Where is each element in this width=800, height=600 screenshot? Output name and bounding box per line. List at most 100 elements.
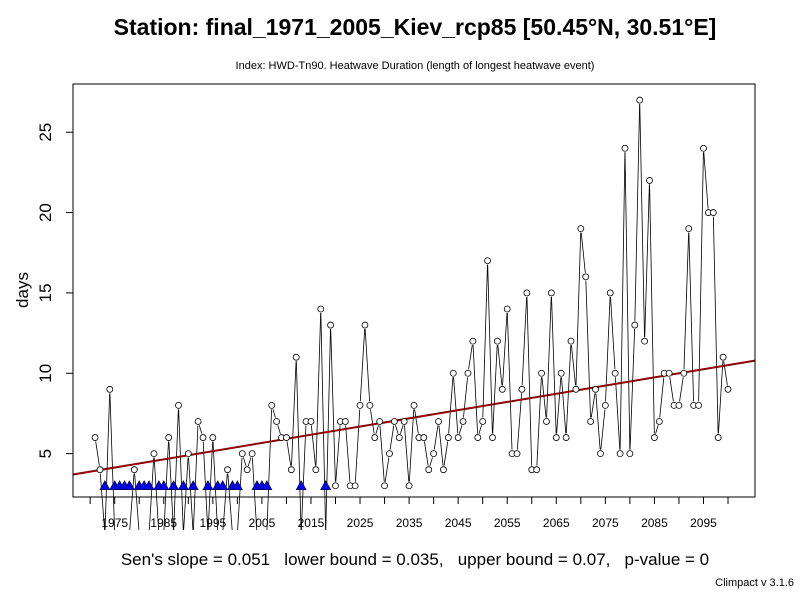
series-segment [482,264,488,418]
series-segment [634,104,641,322]
zero-value-marker [320,480,332,491]
data-point [464,369,472,377]
series-segment [516,393,523,450]
data-point [675,402,683,409]
series-segment [698,152,704,402]
data-point [268,402,276,409]
zero-value-marker [177,480,189,491]
series-segment [370,409,375,434]
series-segment [310,425,316,466]
data-point [626,450,634,458]
series-segment [173,409,179,530]
data-point [332,482,339,490]
y-tick-label: 5 [36,449,55,458]
series-segment [659,377,665,418]
series-segment [408,409,415,482]
series-segment [536,377,542,466]
data-point [106,385,114,393]
data-point [273,418,281,425]
series-segment [615,377,621,450]
series-segment [561,377,567,434]
series-segment [683,232,690,370]
series-segment [192,425,199,530]
series-segment [300,425,307,530]
data-point [719,353,727,361]
series-segment [99,473,105,531]
series-segment [188,457,194,530]
series-segment [134,473,140,531]
series-segment [291,361,297,466]
data-point [91,434,99,441]
data-point [572,385,580,393]
data-point [209,434,217,441]
data-point [665,369,673,377]
data-point [312,466,320,474]
x-tick-label: 2095 [690,516,717,530]
data-point [243,466,251,474]
data-point [317,305,325,313]
data-point [351,482,359,490]
data-point [440,466,447,474]
data-point [503,305,511,313]
zero-value-marker [187,480,199,491]
data-point [651,434,658,441]
series-segment [551,296,557,434]
data-point [597,450,604,458]
data-point [341,418,349,425]
data-point [562,434,570,441]
data-point [371,434,379,441]
series-segment [227,473,233,531]
series-segment [375,425,379,434]
series-segment [95,441,100,466]
data-point [557,369,565,377]
zero-value-marker [168,480,180,491]
series-segment [541,377,547,418]
series-segment [571,345,576,386]
data-point [695,402,702,409]
x-tick-label: 2005 [249,516,276,530]
data-point [543,418,550,425]
data-point [489,434,496,441]
series-segment [395,425,399,434]
data-point [582,273,590,281]
series-segment [424,441,429,466]
series-segment [183,457,189,530]
series-segment [433,425,439,450]
series-segment [178,409,184,530]
x-tick-label: 2015 [298,516,325,530]
series-segment [286,441,292,466]
series-segment [478,425,482,434]
series-segment [384,457,390,482]
data-point [513,450,521,458]
data-point [400,418,408,425]
series-segment [345,425,351,482]
series-segment [272,409,276,418]
series-segment [703,152,709,209]
series-segment [404,425,410,482]
data-point [469,337,477,345]
series-segment [610,296,616,370]
data-point [636,96,644,104]
series-segment [546,296,552,418]
x-tick-label: 2055 [494,516,521,530]
data-point [248,450,256,458]
series-segment [335,425,341,482]
data-point [184,450,192,458]
series-segment [644,184,650,338]
data-point [224,466,231,474]
data-point [641,337,649,345]
series-segment [565,345,572,434]
data-point [165,434,173,441]
series-segment [624,152,631,450]
data-point [356,402,364,409]
chart-subtitle: Index: HWD-Tn90. Heatwave Duration (leng… [235,60,595,72]
series-segment [526,296,533,466]
data-point [307,418,315,425]
series-segment [414,409,419,434]
series-segment [354,409,361,482]
series-segment [472,345,478,434]
data-point [479,418,487,425]
y-tick-label: 20 [36,203,55,222]
data-point [390,418,398,425]
